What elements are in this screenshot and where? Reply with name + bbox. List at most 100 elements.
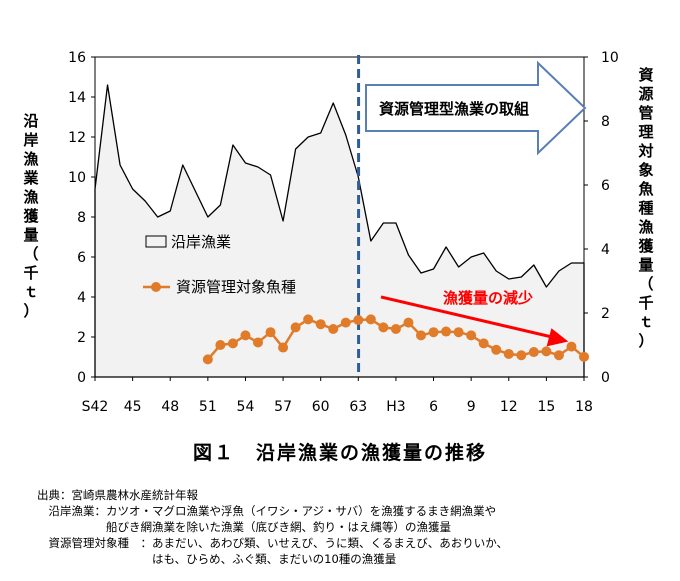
x-axis-tick-label: 60	[312, 399, 330, 415]
series-point-managed	[340, 317, 351, 328]
axis-title-char: 対	[638, 142, 654, 160]
series-point-managed	[365, 314, 376, 325]
note-line: 沿岸漁業：カツオ・マグロ漁業や浮魚（イワシ・アジ・サバ）を漁獲するまき網漁業や	[37, 504, 497, 518]
trend-arrow-line	[380, 295, 553, 339]
axis-title-char: 量	[23, 226, 39, 244]
x-axis-tick-label: 12	[500, 399, 518, 415]
axis-title-char: 象	[638, 161, 654, 179]
series-point-managed	[328, 324, 339, 334]
note-line: 船びき網漁業を除いた漁業（底びき網、釣り・はえ縄等）の漁獲量	[37, 520, 451, 534]
series-point-managed	[315, 319, 326, 330]
axis-title-char: 漁	[23, 188, 39, 206]
series-point-managed	[390, 324, 401, 334]
series-point-managed	[478, 338, 489, 349]
figure-title: 図１ 沿岸漁業の漁獲量の推移	[192, 442, 487, 464]
x-axis-tick-label: 18	[575, 399, 593, 415]
series-point-managed	[353, 315, 364, 326]
series-point-managed	[428, 327, 439, 338]
axis-title-char: 管	[638, 104, 654, 122]
axis-title-char: 漁	[638, 218, 654, 236]
right-axis-tick-label: 10	[601, 50, 619, 66]
policy-arrow	[365, 60, 587, 156]
series-point-managed	[579, 351, 589, 362]
right-axis-tick-label: 8	[601, 114, 610, 130]
left-axis-title: 沿岸漁業漁獲量（千 ｔ）	[21, 112, 41, 321]
x-axis-tick-label: S42	[82, 399, 109, 415]
axis-title-char: （	[638, 275, 654, 293]
x-axis-tick-label: 48	[161, 399, 179, 415]
note-line: はも、ひらめ、ふぐ類、まだいの10種の漁獲量	[37, 552, 397, 566]
series-point-managed	[491, 344, 502, 355]
series-point-managed	[202, 354, 213, 365]
axis-title-char: ）	[638, 332, 654, 350]
axis-title-char: （	[23, 245, 39, 263]
axis-title-char: 量	[638, 256, 654, 274]
chart-canvas: 0 2 4 6 8 10 12 14 16 0 2 4 6 8 10 S42 45 48 51 54 57 60 63 H3 6…	[68, 50, 619, 415]
series-point-managed	[265, 327, 276, 338]
right-axis-tick-label: 6	[601, 178, 610, 194]
left-axis-tick-label: 0	[77, 370, 86, 386]
series-point-managed	[553, 350, 564, 361]
axis-title-char: 漁	[23, 150, 39, 168]
axis-title-char: 理	[638, 123, 654, 141]
axis-title-char: 種	[638, 199, 654, 217]
series-point-managed	[453, 327, 464, 338]
left-axis-tick-label: 14	[68, 90, 86, 106]
right-axis-tick-label: 4	[601, 242, 610, 258]
series-point-managed	[566, 341, 577, 352]
x-axis-tick-label: 54	[237, 399, 255, 415]
axis-title-char: ）	[23, 302, 39, 320]
x-axis-tick-label: 63	[349, 399, 367, 415]
right-axis-title: 資源管理対象魚種漁獲量（千 ｔ）	[636, 66, 656, 351]
axis-title-char: 業	[23, 169, 39, 187]
left-axis-tick-label: 8	[77, 210, 86, 226]
legend-swatch-coastal	[145, 235, 167, 248]
note-line: 資源管理対象種 ：あまだい、あわび類、いせえび、うに類、くるまえび、あおりいか、	[37, 536, 509, 550]
left-axis-tick-label: 16	[68, 50, 86, 66]
axis-title-char: 沿	[23, 112, 39, 130]
axis-title-char: 源	[638, 85, 654, 103]
axis-title-char: 魚	[638, 180, 654, 198]
series-point-managed	[227, 338, 238, 349]
series-area-coastal	[94, 84, 585, 378]
series-point-managed	[466, 330, 477, 341]
x-axis-tick-label: H3	[386, 399, 405, 415]
axis-title-char: 資	[638, 66, 654, 84]
x-axis-tick-label: 45	[124, 399, 142, 415]
left-axis-tick-label: 4	[77, 290, 86, 306]
legend-label-coastal: 沿岸漁業	[171, 233, 231, 251]
axis-title-char: ｔ	[23, 283, 39, 301]
series-point-managed	[240, 330, 251, 341]
axis-title-char: 岸	[23, 131, 39, 149]
left-axis-tick-label: 2	[77, 330, 86, 346]
x-axis-tick-label: 15	[537, 399, 555, 415]
right-axis-tick-label: 0	[601, 370, 610, 386]
series-point-managed	[516, 350, 527, 361]
left-axis-tick-label: 12	[68, 130, 86, 146]
trend-arrow-head	[546, 328, 569, 347]
axis-title-char: 千	[638, 294, 654, 312]
x-axis-tick-label: 57	[274, 399, 292, 415]
axis-title-char: 獲	[23, 207, 39, 225]
legend-label-managed: 資源管理対象魚種	[176, 278, 296, 296]
series-point-managed	[403, 317, 414, 328]
series-point-managed	[441, 326, 452, 337]
series-point-managed	[541, 346, 552, 357]
series-point-managed	[378, 322, 389, 333]
series-point-managed	[278, 342, 289, 353]
note-line: 出典：宮崎県農林水産統計年報	[37, 488, 198, 502]
axis-title-char: 千	[23, 264, 39, 282]
series-point-managed	[253, 337, 263, 348]
axis-title-char: ｔ	[638, 313, 654, 331]
policy-arrow-label: 資源管理型漁業の取組	[379, 100, 529, 118]
x-axis-tick-label: 9	[467, 399, 476, 415]
left-axis-tick-label: 6	[77, 250, 86, 266]
axis-title-char: 獲	[638, 237, 654, 255]
trend-label: 漁獲量の減少	[443, 289, 533, 307]
series-point-managed	[416, 330, 426, 341]
x-axis-tick-label: 6	[429, 399, 438, 415]
x-axis-tick-label: 51	[199, 399, 217, 415]
legend-swatch-marker-managed	[151, 282, 161, 292]
left-axis-tick-label: 10	[68, 170, 86, 186]
right-axis-tick-label: 2	[601, 306, 610, 322]
